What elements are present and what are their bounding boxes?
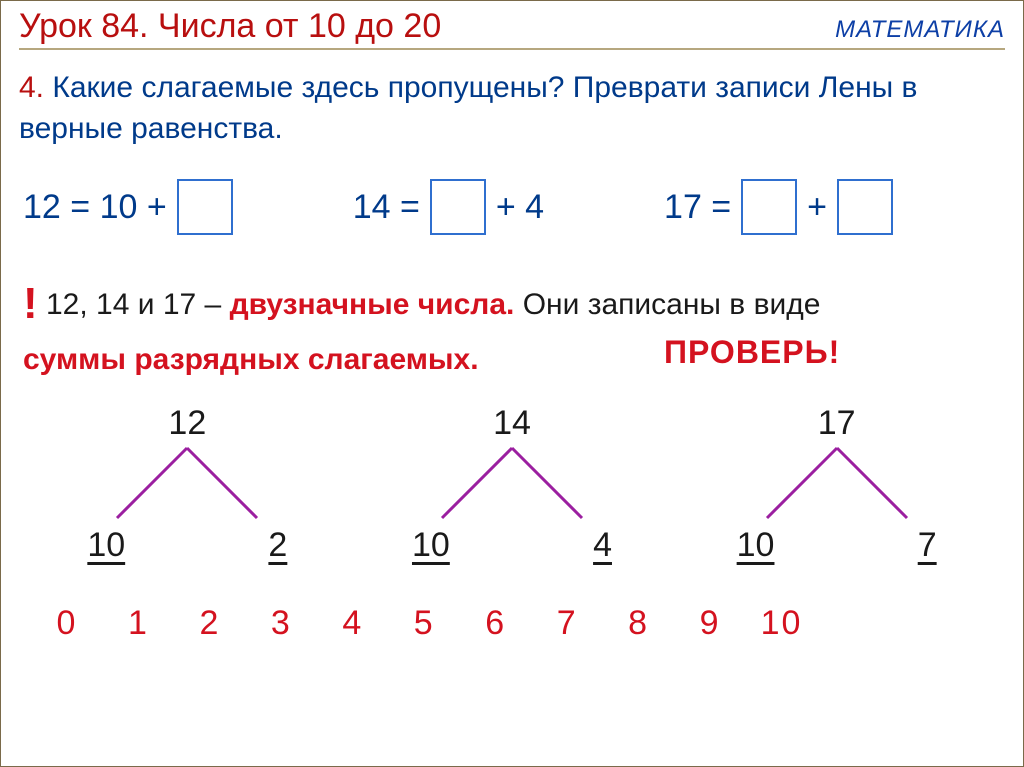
- header-row: Урок 84. Числа от 10 до 20 МАТЕМАТИКА: [19, 7, 1005, 46]
- tree-17: 17 10 7: [707, 404, 967, 574]
- numline-val: 0: [37, 604, 97, 643]
- eq1-text: 12 = 10 +: [23, 188, 167, 227]
- numline-val: 8: [609, 604, 669, 643]
- tree-12: 12 10 2: [57, 404, 317, 574]
- explain-seg1: 12, 14 и 17 –: [46, 288, 221, 321]
- exclamation-icon: !: [23, 279, 38, 328]
- equations-row: 12 = 10 + 14 = + 4 17 = +: [23, 179, 1001, 235]
- tree-leaf-left: 10: [412, 526, 450, 565]
- tree-leaf-right: 4: [593, 526, 612, 565]
- answer-box[interactable]: [177, 179, 233, 235]
- tree-branches: [87, 444, 287, 522]
- explain-seg3: Они записаны в виде: [523, 288, 821, 321]
- question-number: 4.: [19, 71, 44, 104]
- lesson-title: Урок 84. Числа от 10 до 20: [19, 7, 441, 46]
- trees-row: 12 10 2 14 10 4 17 10 7: [25, 404, 999, 574]
- tree-top: 17: [818, 404, 856, 443]
- subject-label: МАТЕМАТИКА: [835, 16, 1005, 44]
- numline-val: 5: [394, 604, 454, 643]
- equation-3: 17 = +: [664, 179, 893, 235]
- tree-top: 12: [168, 404, 206, 443]
- equation-1: 12 = 10 +: [23, 179, 233, 235]
- answer-box[interactable]: [837, 179, 893, 235]
- numline-val: 2: [180, 604, 240, 643]
- question-body: Какие слагаемые здесь пропущены? Преврат…: [19, 71, 918, 145]
- explanation: ! 12, 14 и 17 – двузначные числа. Они за…: [23, 271, 1001, 382]
- numline-val: 6: [466, 604, 526, 643]
- numline-val: 4: [323, 604, 383, 643]
- answer-box[interactable]: [741, 179, 797, 235]
- eq3-pre: 17 =: [664, 188, 731, 227]
- question-text: 4. Какие слагаемые здесь пропущены? Прев…: [19, 68, 1005, 149]
- header-divider: [19, 48, 1005, 50]
- eq2-pre: 14 =: [353, 188, 420, 227]
- tree-leaf-right: 2: [268, 526, 287, 565]
- number-line: 0 1 2 3 4 5 6 7 8 9 10: [19, 604, 1005, 643]
- tree-branches: [737, 444, 937, 522]
- explain-seg2: двузначные числа.: [230, 288, 515, 321]
- tree-leaf-right: 7: [918, 526, 937, 565]
- numline-val: 1: [108, 604, 168, 643]
- tree-top: 14: [493, 404, 531, 443]
- numline-val: 7: [537, 604, 597, 643]
- tree-leaf-left: 10: [737, 526, 775, 565]
- answer-box[interactable]: [430, 179, 486, 235]
- numline-val: 10: [752, 604, 812, 643]
- explain-seg4: суммы разрядных слагаемых.: [23, 343, 479, 376]
- equation-2: 14 = + 4: [353, 179, 544, 235]
- tree-branches: [412, 444, 612, 522]
- numline-val: 9: [680, 604, 740, 643]
- numline-val: 3: [251, 604, 311, 643]
- tree-leaf-left: 10: [87, 526, 125, 565]
- eq3-mid: +: [807, 188, 827, 227]
- eq2-post: + 4: [496, 188, 544, 227]
- tree-14: 14 10 4: [382, 404, 642, 574]
- slide-frame: Урок 84. Числа от 10 до 20 МАТЕМАТИКА 4.…: [0, 0, 1024, 767]
